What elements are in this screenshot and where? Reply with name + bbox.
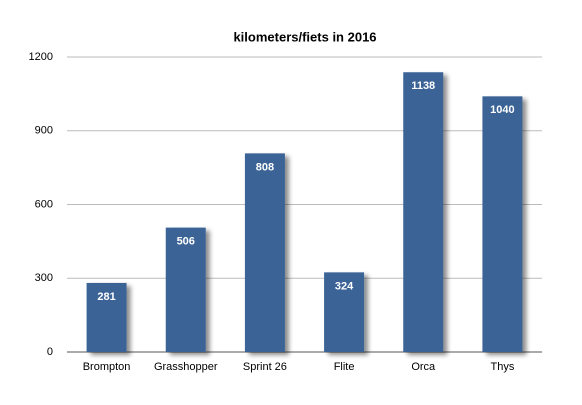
- x-tick-label: Thys: [490, 361, 514, 373]
- value-label: 1138: [411, 80, 435, 92]
- x-tick-label: Brompton: [83, 361, 131, 373]
- x-tick-label: Flite: [334, 361, 355, 373]
- x-tick-label: Grasshopper: [154, 361, 218, 373]
- y-tick-label: 300: [35, 272, 53, 284]
- y-tick-label: 900: [35, 125, 53, 137]
- y-tick-label: 0: [47, 346, 53, 358]
- y-tick-label: 600: [35, 198, 53, 210]
- value-label: 808: [256, 161, 274, 173]
- value-label: 1040: [490, 104, 514, 116]
- bar: [324, 272, 365, 352]
- value-label: 281: [97, 291, 115, 303]
- value-label: 324: [335, 280, 354, 292]
- y-tick-label: 1200: [29, 51, 53, 63]
- chart-title: kilometers/fiets in 2016: [233, 29, 376, 44]
- bar: [165, 227, 206, 352]
- x-tick-label: Sprint 26: [243, 361, 287, 373]
- bar: [86, 282, 127, 352]
- bar: [482, 96, 523, 352]
- bar: [244, 153, 285, 352]
- value-label: 506: [177, 236, 195, 248]
- x-tick-label: Orca: [411, 361, 436, 373]
- bar: [403, 72, 444, 352]
